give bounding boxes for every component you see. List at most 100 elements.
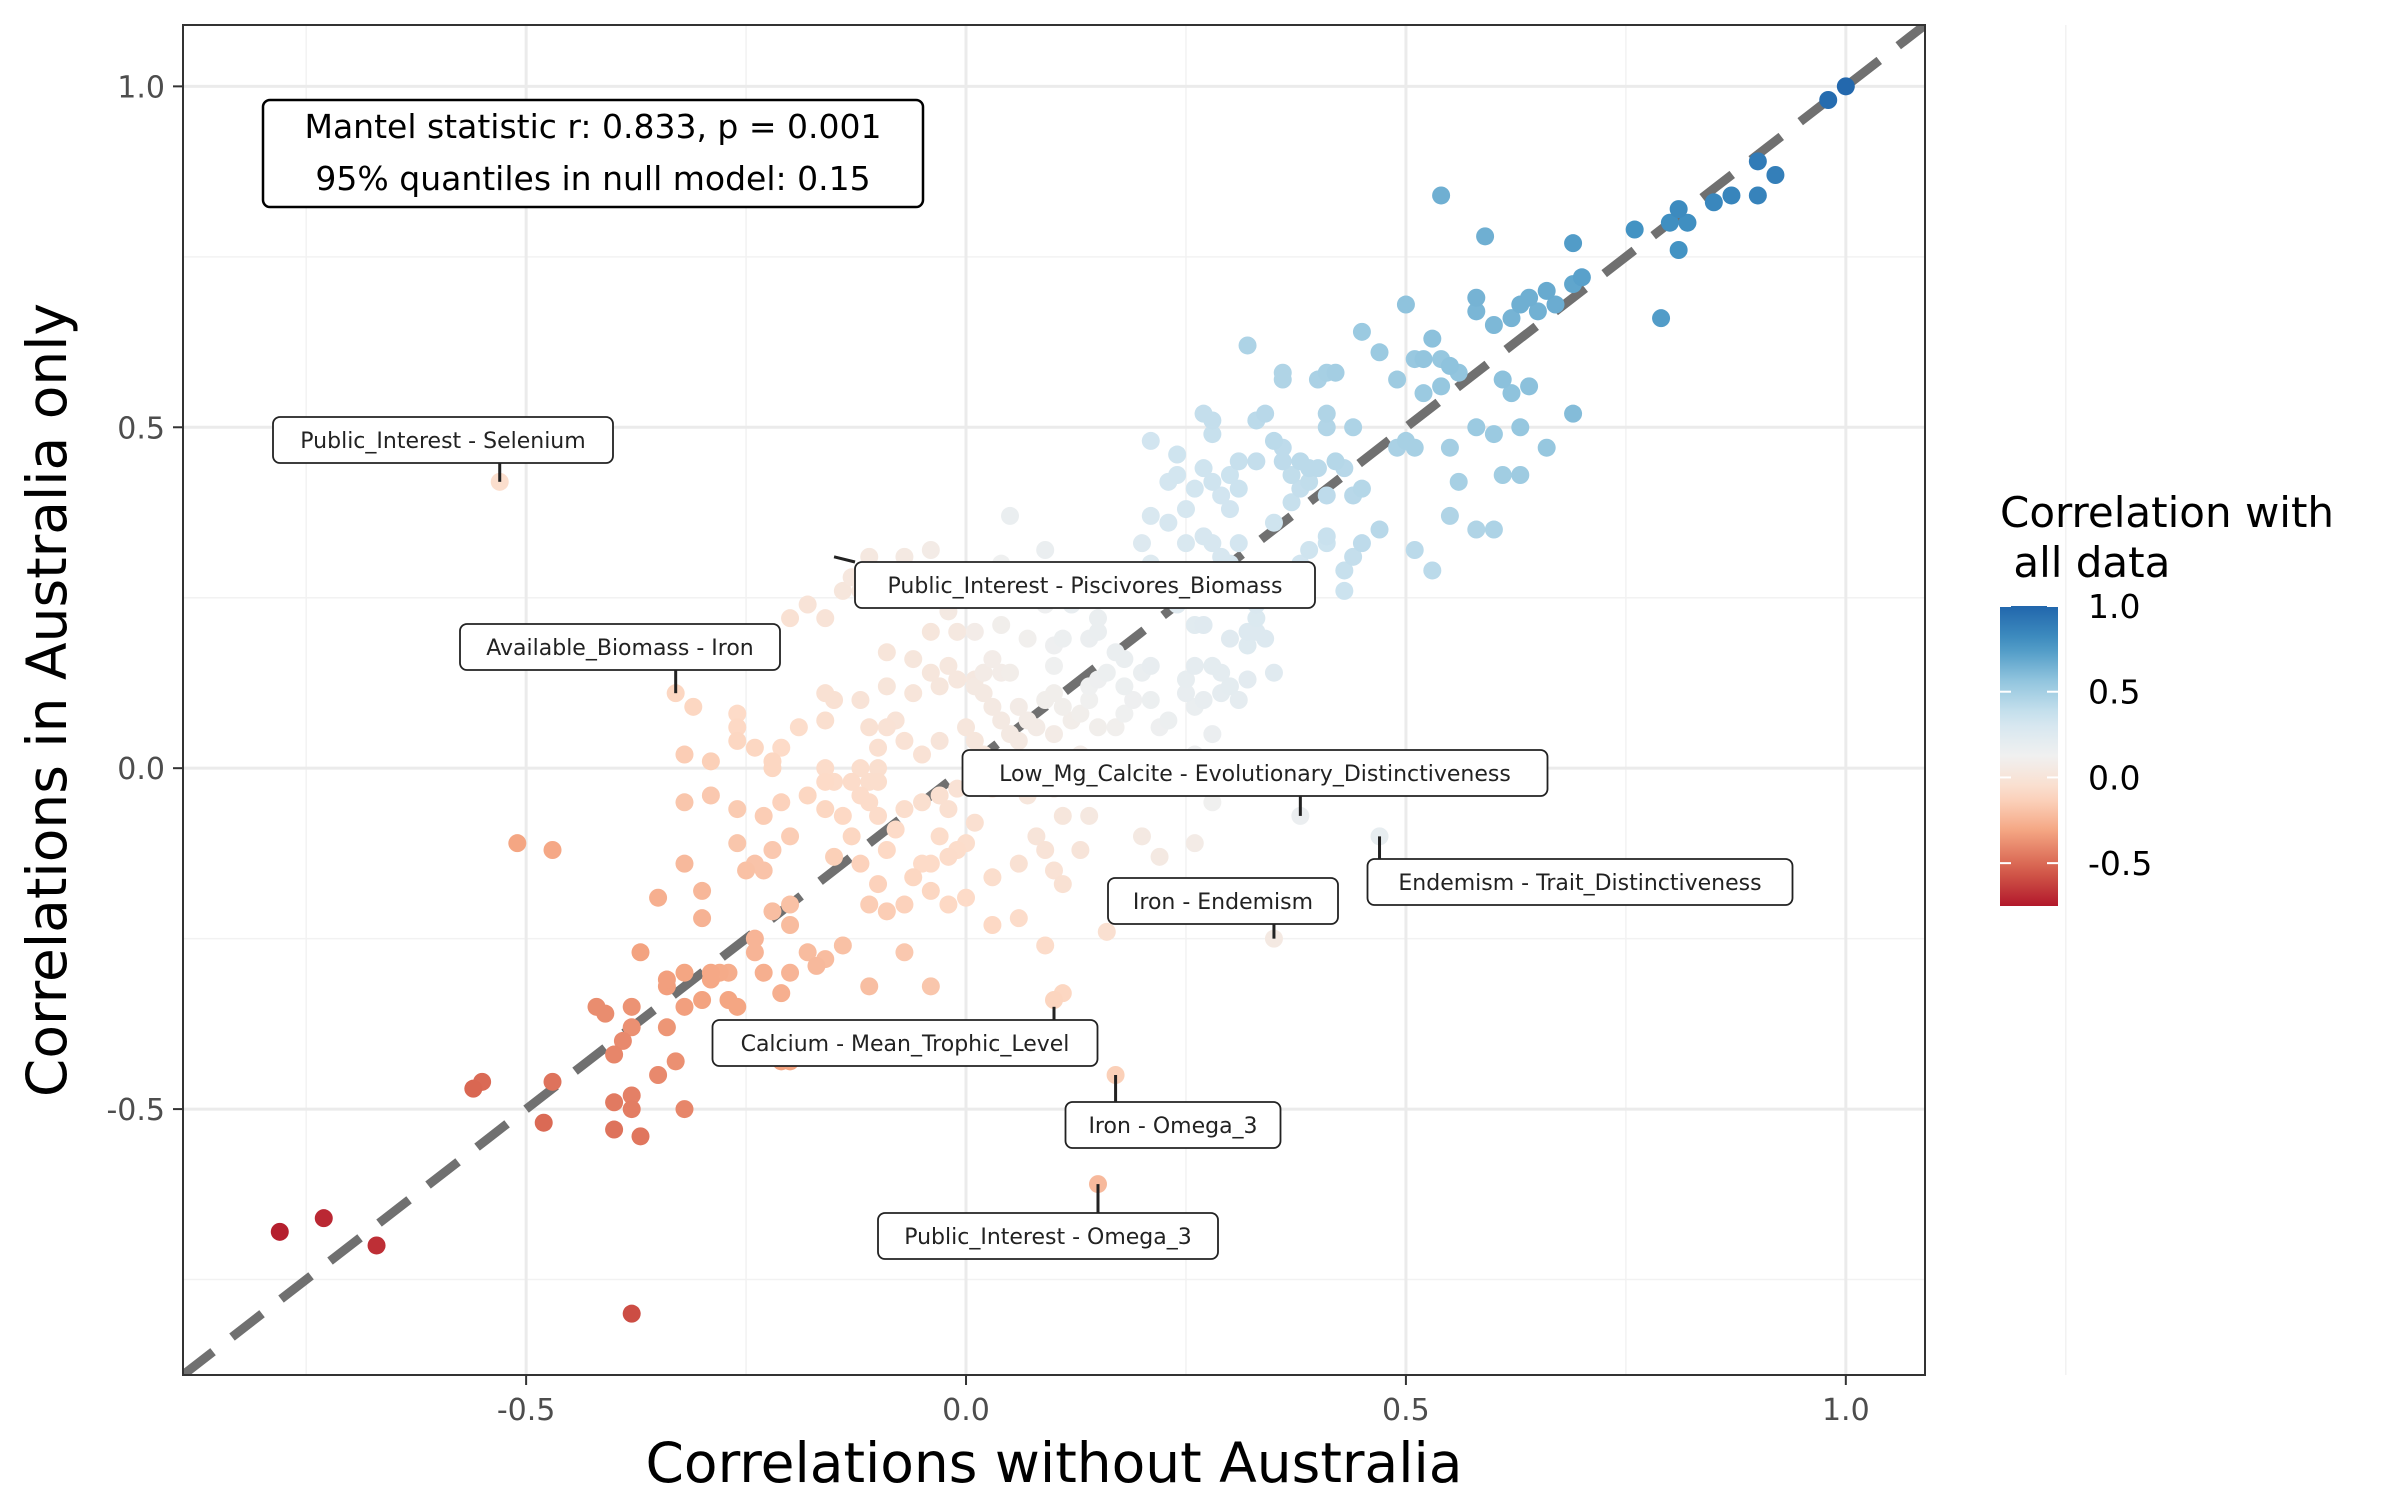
scatter-point <box>1511 466 1530 484</box>
scatter-point <box>1669 241 1688 259</box>
scatter-point <box>1748 152 1767 171</box>
scatter-point <box>737 861 756 880</box>
scatter-point <box>1819 91 1838 109</box>
scatter-point <box>675 1100 694 1119</box>
scatter-point <box>781 609 800 628</box>
scatter-point <box>543 841 562 859</box>
legend-title-line-2: all data <box>2000 538 2170 587</box>
scatter-point <box>1141 431 1160 450</box>
scatter-point <box>1484 425 1503 444</box>
scatter-point <box>1150 847 1169 866</box>
y-tick-label: 0.5 <box>117 411 165 446</box>
scatter-point <box>1546 295 1565 314</box>
scatter-point <box>1071 704 1090 723</box>
scatter-point <box>701 786 720 805</box>
scatter-point <box>1564 234 1583 253</box>
scatter-point <box>1300 472 1319 491</box>
scatter-point <box>1009 909 1028 928</box>
legend-ticks: 1.0 0.5 0.0 -0.5 <box>2000 587 2152 883</box>
annotation-label-box <box>877 1212 1219 1260</box>
y-axis-title: Correlations in Australia only <box>15 303 79 1097</box>
scatter-point <box>1203 425 1222 444</box>
scatter-point <box>1493 370 1512 389</box>
x-axis-ticks: -0.5 0.0 0.5 1.0 <box>497 1375 1870 1428</box>
scatter-point <box>1308 459 1327 478</box>
scatter-point <box>904 684 923 703</box>
scatter-point <box>666 1052 685 1071</box>
legend-tick-label: 1.0 <box>2088 587 2140 626</box>
scatter-point <box>1282 466 1301 484</box>
annotation-label: Available_Biomass - Iron <box>486 636 753 661</box>
scatter-point <box>1484 316 1503 334</box>
scatter-point <box>798 786 817 805</box>
scatter-point <box>957 718 976 737</box>
scatter-point <box>1053 629 1072 648</box>
scatter-point <box>1212 486 1231 505</box>
scatter-point <box>983 916 1002 934</box>
scatter-point <box>1036 936 1055 955</box>
scatter-point <box>1203 725 1222 744</box>
scatter-point <box>1194 616 1213 634</box>
scatter-point <box>1326 452 1345 471</box>
scatter-point <box>1722 186 1741 205</box>
scatter-point <box>1168 466 1187 484</box>
scatter-point <box>1440 356 1459 375</box>
scatter-point <box>895 895 914 914</box>
scatter-point <box>464 1079 483 1098</box>
scatter-point <box>1141 506 1160 525</box>
x-tick-label: -0.5 <box>497 1393 556 1428</box>
scatter-point <box>1669 200 1688 219</box>
scatter-point <box>1405 541 1424 559</box>
scatter-point <box>1247 452 1266 471</box>
scatter-point <box>851 691 870 709</box>
scatter-point <box>965 622 984 641</box>
scatter-point <box>675 963 694 982</box>
annotation-label: Public_Interest - Omega_3 <box>904 1225 1192 1250</box>
scatter-point <box>877 718 896 737</box>
scatter-point <box>1053 697 1072 716</box>
scatter-point <box>1194 691 1213 709</box>
scatter-point <box>1080 691 1099 709</box>
stats-box-frame <box>261 98 925 209</box>
scatter-point <box>1203 656 1222 675</box>
scatter-point <box>1159 513 1178 532</box>
scatter-point <box>1370 520 1389 539</box>
scatter-point <box>1238 336 1257 355</box>
scatter-point <box>622 1018 641 1037</box>
scatter-point <box>1185 479 1204 498</box>
scatter-point <box>1476 227 1495 246</box>
scatter-point <box>693 881 712 900</box>
scatter-point <box>1748 186 1767 205</box>
scatter-point <box>728 834 747 853</box>
scatter-point <box>1511 418 1530 437</box>
scatter-point <box>1045 861 1063 880</box>
scatter-point <box>754 963 773 982</box>
scatter-point <box>1229 691 1248 709</box>
plot-panel-border <box>182 24 1926 1376</box>
x-tick-label: 1.0 <box>1822 1393 1870 1428</box>
scatter-point <box>1326 363 1345 382</box>
scatter-point <box>1528 302 1547 321</box>
scatter-point <box>622 1100 641 1119</box>
scatter-point <box>1264 663 1283 682</box>
scatter-point <box>939 656 958 675</box>
scatter-point <box>1836 77 1855 96</box>
scatter-point <box>1344 547 1363 566</box>
scatter-point <box>1704 193 1723 212</box>
annotation-leader-lines <box>498 463 1382 1213</box>
scatter-point <box>675 793 694 812</box>
scatter-point <box>701 970 720 989</box>
scatter-point <box>1449 472 1468 491</box>
scatter-point <box>367 1236 386 1255</box>
scatter-point <box>772 984 791 1003</box>
scatter-point <box>613 1031 632 1050</box>
y-tick-label: -0.5 <box>106 1093 165 1128</box>
scatter-point <box>763 841 782 859</box>
annotation-label-box <box>961 749 1549 797</box>
scatter-point <box>1652 309 1671 328</box>
scatter-point <box>1053 806 1072 825</box>
scatter-point <box>816 684 835 703</box>
annotation-leader-line <box>833 555 856 564</box>
color-legend: Correlation with all data 1.0 0.5 0.0 -0.5 <box>2000 488 2334 906</box>
annotation-label-box <box>1107 877 1339 925</box>
